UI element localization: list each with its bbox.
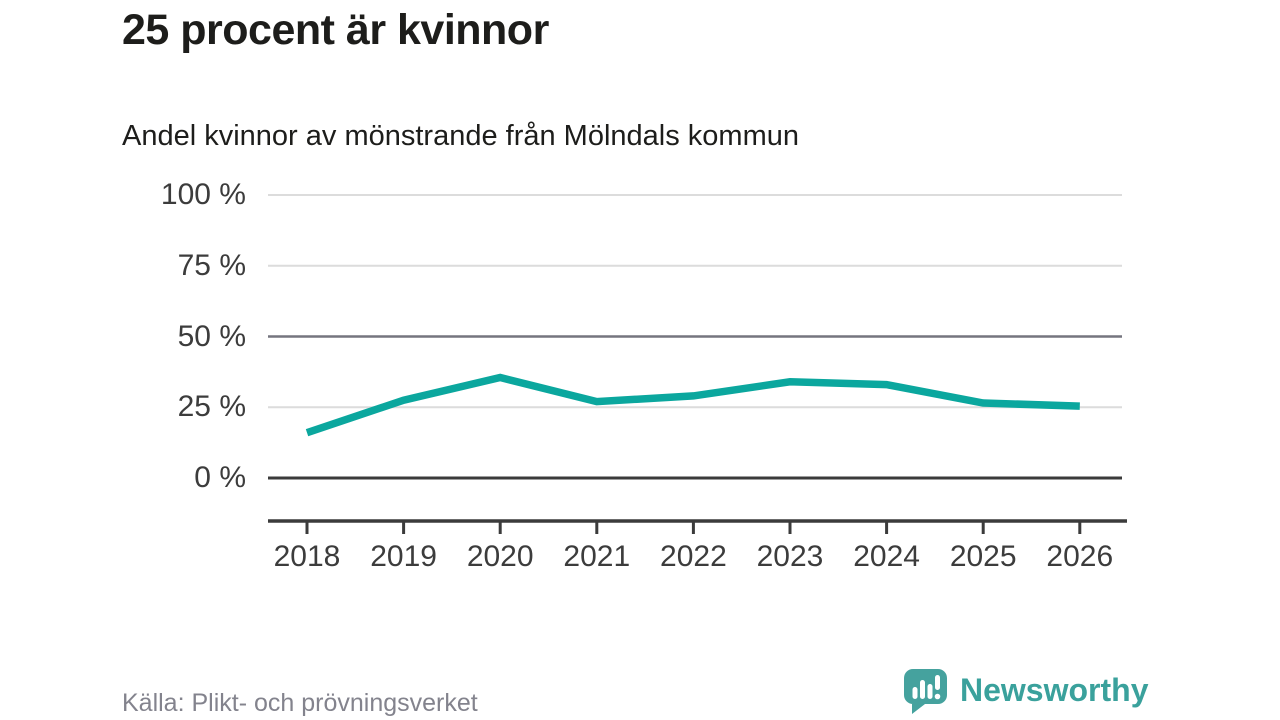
x-tick-label: 2024: [853, 540, 920, 573]
x-tick-label: 2023: [756, 540, 824, 573]
x-tick-label: 2021: [563, 540, 631, 573]
x-tick-label: 2025: [949, 540, 1017, 573]
y-tick-label: 25 %: [177, 390, 246, 424]
x-tick-label: 2018: [273, 540, 341, 573]
page-title: 25 procent är kvinnor: [122, 6, 549, 54]
newsworthy-logo: Newsworthy: [902, 665, 1148, 715]
data-line-Andel kvinnor av mönstrande: [305, 373, 1080, 437]
x-tick-label: 2019: [370, 540, 437, 573]
y-tick-label: 0 %: [194, 461, 246, 494]
x-tick-label: 2026: [1046, 540, 1114, 573]
y-tick-label: 100 %: [160, 178, 246, 211]
x-tick-label: 2022: [660, 540, 727, 573]
x-tick-label: 2020: [466, 540, 534, 573]
newsworthy-speech-bubble-chart-icon: [904, 669, 947, 714]
source-note: Källa: Plikt- och prövningsverket: [122, 689, 478, 717]
y-tick-label: 75 %: [177, 248, 246, 282]
chart-subtitle: Andel kvinnor av mönstrande från Mölndal…: [122, 120, 799, 152]
y-tick-label: 50 %: [177, 319, 246, 353]
brand-name: Newsworthy: [960, 671, 1149, 708]
